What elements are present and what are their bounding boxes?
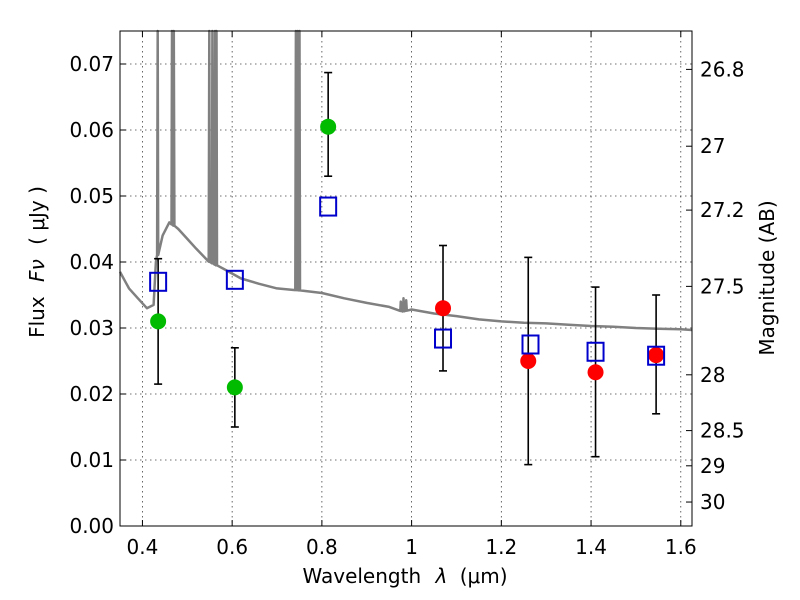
model-point xyxy=(225,269,244,290)
right-tick-label: 28.5 xyxy=(700,419,745,443)
y-axis-label-text: Flux xyxy=(25,296,49,338)
model-point xyxy=(521,334,540,355)
right-tick-label: 27 xyxy=(700,134,725,158)
errorbar-layer xyxy=(154,71,661,466)
model-point xyxy=(647,345,666,366)
x-tick-label: 1.4 xyxy=(575,535,607,559)
observed-point xyxy=(520,353,537,369)
observed-point xyxy=(587,364,604,381)
x-tick-label: 1.2 xyxy=(485,535,517,559)
y-tick-label: 0.01 xyxy=(69,448,114,472)
x-axis-label-text: Wavelength xyxy=(302,564,421,588)
grid-layer xyxy=(120,31,692,526)
right-axis-label: Magnitude (AB) xyxy=(755,200,779,355)
observed-point xyxy=(435,300,452,317)
x-tick-label: 0.4 xyxy=(127,535,159,559)
y-tick-label: 0.02 xyxy=(69,382,114,406)
model-point xyxy=(434,328,453,349)
right-tick-label: 28 xyxy=(700,363,725,387)
y-tick-label: 0.03 xyxy=(69,316,114,340)
y-tick-label: 0.05 xyxy=(69,184,114,208)
right-tick-label: 26.8 xyxy=(700,57,745,81)
model-spectrum-line xyxy=(118,29,693,332)
x-axis-label-var: λ xyxy=(435,564,448,588)
x-axis-label-unit: (μm) xyxy=(460,564,508,588)
tick-layer: 0.4 0.6 0.8 1 1.2 1.4 1.6 0.00 0.01 0.02 0.03 0.04 0… xyxy=(69,31,745,559)
observed-point xyxy=(648,347,665,364)
y-tick-label: 0.04 xyxy=(69,250,114,274)
plot-frame xyxy=(119,30,693,527)
observed-point xyxy=(320,118,337,135)
point-layer xyxy=(149,118,666,396)
model-point xyxy=(319,196,338,217)
right-tick-label: 27.2 xyxy=(700,198,745,222)
right-tick-label: 30 xyxy=(700,490,725,514)
right-tick-label: 29 xyxy=(700,454,725,478)
y-tick-label: 0.07 xyxy=(69,52,114,76)
spectrum-layer xyxy=(118,29,693,332)
model-point xyxy=(149,271,168,292)
y-axis-label-unit: ( μJy ) xyxy=(25,186,49,245)
y-axis-label-var: Fν xyxy=(25,259,49,282)
x-axis-label: Wavelength λ (μm) xyxy=(302,564,507,588)
y-axis-label: Flux Fν ( μJy ) xyxy=(25,186,49,338)
observed-point xyxy=(226,379,243,396)
model-point xyxy=(586,341,605,362)
observed-point xyxy=(150,313,167,330)
y-tick-label: 0.00 xyxy=(69,514,114,538)
x-tick-label: 0.6 xyxy=(216,535,248,559)
x-tick-label: 1 xyxy=(405,535,418,559)
right-tick-label: 27.5 xyxy=(700,274,745,298)
x-tick-label: 1.6 xyxy=(665,535,697,559)
y-tick-label: 0.06 xyxy=(69,118,114,142)
x-tick-label: 0.8 xyxy=(306,535,338,559)
